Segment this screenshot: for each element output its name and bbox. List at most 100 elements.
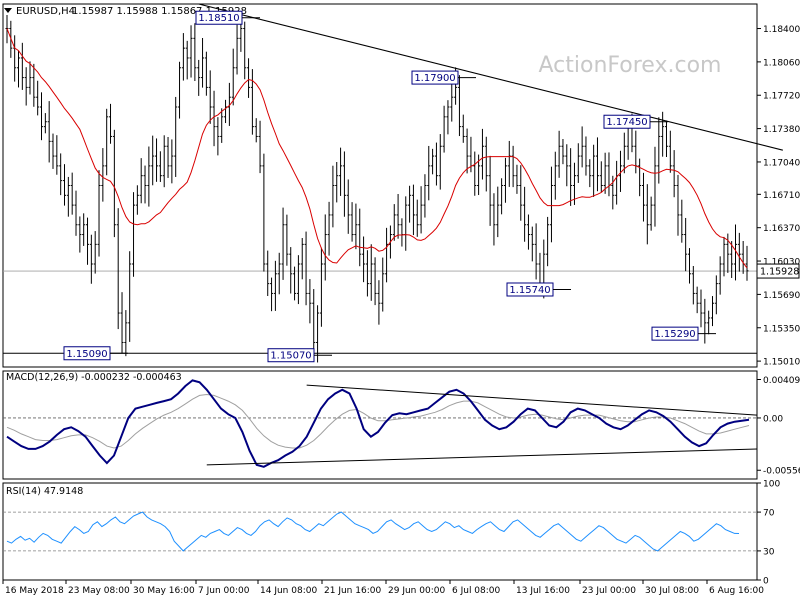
swing-label-text: 1.15070 (270, 351, 311, 362)
price-bar (595, 137, 599, 192)
price-bar (442, 105, 446, 153)
price-bar (411, 184, 415, 236)
price-bar (641, 172, 645, 222)
swing-label: 1.18510 (195, 10, 260, 25)
price-bar (511, 145, 515, 188)
moving-average-line (6, 28, 748, 269)
price-bar (431, 148, 435, 175)
rsi-panel (3, 511, 757, 552)
swing-label-text: 1.15090 (66, 349, 107, 360)
price-bar (461, 114, 465, 143)
x-tick-label: 30 May 16:00 (133, 586, 195, 596)
swing-label-text: 1.15740 (509, 285, 550, 296)
rsi-title: RSI(14) 47.9148 (6, 486, 83, 497)
price-bar (220, 108, 224, 143)
price-bar (331, 165, 335, 228)
price-bar (166, 136, 170, 178)
swing-label: 1.17450 (603, 114, 668, 129)
price-bar (534, 223, 538, 280)
price-bar (258, 120, 262, 174)
y-tick-label: 1.15690 (763, 291, 800, 301)
swing-label: 1.17900 (411, 70, 476, 85)
price-bar (181, 33, 185, 81)
price-bar (691, 265, 695, 305)
price-bar (66, 176, 70, 217)
price-bar (358, 208, 362, 267)
y-tick-label: 1.17040 (763, 158, 800, 168)
price-bar (392, 204, 396, 241)
price-bar (350, 202, 354, 242)
current-price-box (756, 263, 800, 279)
price-bar (396, 193, 400, 239)
price-bar (354, 203, 358, 250)
y-tick-label: -0.005568 (763, 467, 800, 477)
x-tick-label: 6 Aug 16:00 (709, 586, 764, 596)
price-bar (569, 148, 573, 206)
price-bar (419, 186, 423, 234)
price-bar (78, 216, 82, 253)
swing-label: 1.15090 (63, 346, 128, 361)
price-bar (197, 59, 201, 96)
price-bar (116, 208, 120, 330)
swing-label: 1.15740 (506, 282, 571, 297)
y-tick-label: 1.15350 (763, 324, 800, 334)
price-panel: 1.18510 1.17900 1.17450 1.15740 1.15290 1.150… (3, 3, 783, 363)
price-bar (231, 48, 235, 106)
price-bar (592, 144, 596, 197)
macd-upper-trendline (306, 384, 758, 416)
price-bar (457, 75, 461, 137)
price-bar (162, 135, 166, 188)
price-bar (622, 132, 626, 174)
price-bar (86, 217, 90, 265)
y-tick-label: 30 (763, 547, 775, 557)
price-bar (158, 151, 162, 182)
x-tick-label: 29 Jun 00:00 (388, 586, 445, 596)
y-tick-label: 0 (763, 577, 769, 587)
price-bar (553, 151, 557, 200)
price-bar (342, 151, 346, 217)
price-bar (247, 58, 251, 98)
price-bar (530, 226, 534, 262)
price-bar (243, 21, 247, 80)
x-tick-label: 7 Jun 00:00 (198, 586, 250, 596)
price-bar (745, 245, 749, 281)
price-bar (120, 292, 124, 354)
price-bar (43, 113, 47, 134)
price-bar (174, 96, 178, 177)
price-bar (51, 133, 55, 169)
price-bar (603, 152, 607, 194)
price-bar (32, 63, 36, 107)
price-bar (208, 70, 212, 124)
price-bar (684, 217, 688, 272)
swing-label-text: 1.15290 (654, 329, 695, 340)
price-bar (484, 136, 488, 192)
price-frame (2, 3, 758, 368)
price-bar (216, 117, 220, 156)
price-bar (657, 117, 661, 184)
y-tick-label: 1.17720 (763, 92, 800, 102)
price-bar (703, 298, 707, 344)
price-bar (193, 23, 197, 82)
price-bar (132, 192, 136, 277)
price-bar (40, 92, 44, 141)
price-bar (24, 67, 28, 106)
price-bar (415, 199, 419, 237)
price-bar (438, 134, 442, 190)
panel-frames (2, 3, 758, 581)
price-bar (170, 139, 174, 184)
macd-main-line (6, 379, 750, 468)
y-tick-label: 100 (763, 480, 780, 490)
y-axes: 1.18400 1.18060 1.17720 1.17380 1.17040 1.167… (756, 25, 800, 587)
swing-label-text: 1.18510 (198, 13, 239, 24)
y-tick-label: 0.004094 (763, 376, 800, 386)
price-bar (339, 147, 343, 196)
price-bar (492, 193, 496, 246)
chevron-down-icon[interactable] (4, 8, 12, 13)
price-bar (89, 234, 93, 284)
price-bar (262, 153, 266, 272)
price-bar (634, 130, 638, 174)
price-bar (707, 310, 711, 335)
macd-lower-trendline (206, 448, 758, 466)
price-bar (105, 108, 109, 176)
